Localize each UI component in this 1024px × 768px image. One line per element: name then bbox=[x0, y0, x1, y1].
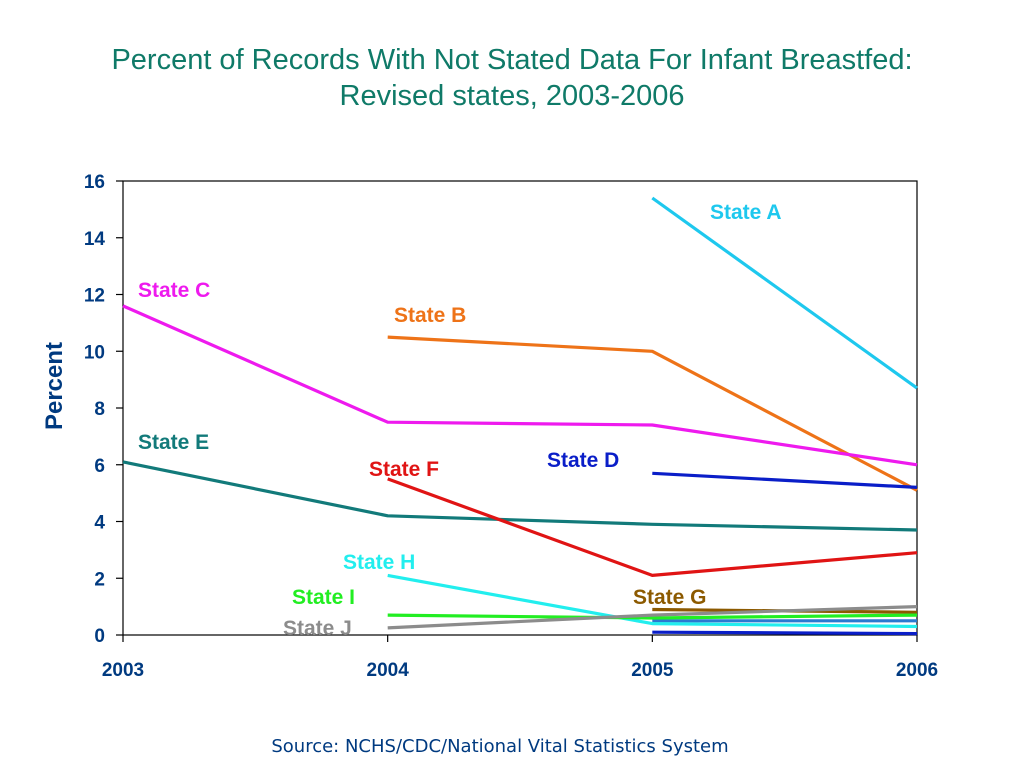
y-tick-label: 10 bbox=[84, 342, 105, 363]
series-line-state-e bbox=[122, 460, 918, 532]
series-label-state-g: State G bbox=[633, 586, 707, 609]
y-tick-label: 2 bbox=[94, 569, 105, 590]
series-line-state-a bbox=[651, 196, 918, 390]
series-label-state-e: State E bbox=[138, 431, 209, 454]
series-line-state-i bbox=[387, 613, 918, 620]
y-tick-label: 6 bbox=[94, 456, 105, 477]
series-label-state-c: State C bbox=[138, 279, 210, 302]
chart-title: Percent of Records With Not Stated Data … bbox=[0, 42, 1024, 114]
series-label-state-i: State I bbox=[292, 586, 355, 609]
series-label-state-b: State B bbox=[394, 304, 466, 327]
series-labels: State A State B State C State D State E State… bbox=[138, 201, 782, 640]
plot-frame bbox=[122, 180, 918, 636]
series-label-state-h: State H bbox=[343, 551, 415, 574]
x-tick-label: 2004 bbox=[367, 660, 410, 681]
series-line-state-h bbox=[387, 573, 918, 629]
series-line-extra bbox=[652, 630, 918, 636]
series-line-state-f bbox=[387, 477, 918, 578]
series-label-state-d: State D bbox=[547, 449, 619, 472]
series-lines bbox=[122, 196, 918, 636]
series-line-state-b bbox=[387, 335, 918, 492]
series-label-state-f: State F bbox=[369, 458, 439, 481]
series-label-state-j: State J bbox=[283, 617, 352, 640]
chart-title-line-1: Percent of Records With Not Stated Data … bbox=[111, 44, 913, 76]
plot-area bbox=[122, 180, 918, 636]
x-tick-label: 2005 bbox=[631, 660, 674, 681]
series-label-state-a: State A bbox=[710, 201, 782, 224]
y-tick-label: 0 bbox=[94, 626, 105, 647]
series-line-state-c bbox=[122, 304, 918, 467]
y-tick-label: 12 bbox=[84, 286, 105, 307]
source-note: Source: NCHS/CDC/National Vital Statisti… bbox=[271, 736, 729, 757]
y-tick-label: 14 bbox=[84, 229, 106, 250]
y-tick-label: 8 bbox=[94, 399, 105, 420]
y-tick-label: 4 bbox=[94, 513, 105, 534]
y-tick-label: 16 bbox=[84, 172, 105, 193]
series-line-state-j bbox=[387, 605, 918, 630]
chart-title-line-2: Revised states, 2003-2006 bbox=[339, 80, 685, 112]
axes: 0 2 4 6 8 10 12 14 16 2003 2004 2005 2006 Percent bbox=[41, 172, 938, 681]
series-line-state-d bbox=[652, 471, 918, 489]
y-axis-title: Percent bbox=[41, 342, 68, 430]
x-tick-label: 2003 bbox=[102, 660, 144, 681]
x-tick-label: 2006 bbox=[896, 660, 938, 681]
